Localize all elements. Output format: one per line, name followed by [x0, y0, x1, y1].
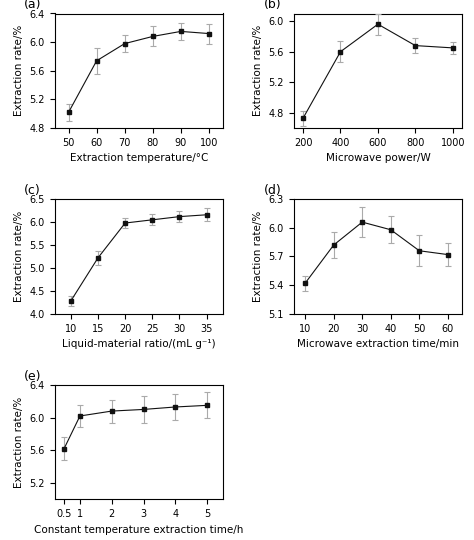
Y-axis label: Extraction rate/%: Extraction rate/% [14, 211, 24, 302]
Y-axis label: Extraction rate/%: Extraction rate/% [14, 396, 24, 488]
Y-axis label: Extraction rate/%: Extraction rate/% [253, 211, 263, 302]
X-axis label: Constant temperature extraction time/h: Constant temperature extraction time/h [34, 525, 244, 535]
Text: (b): (b) [264, 0, 281, 11]
Text: (c): (c) [24, 184, 41, 197]
Y-axis label: Extraction rate/%: Extraction rate/% [253, 25, 263, 117]
X-axis label: Microwave extraction time/min: Microwave extraction time/min [297, 339, 459, 349]
X-axis label: Liquid-material ratio/(mL g⁻¹): Liquid-material ratio/(mL g⁻¹) [62, 339, 216, 349]
Text: (e): (e) [24, 369, 42, 382]
Text: (d): (d) [264, 184, 281, 197]
Text: (a): (a) [24, 0, 42, 11]
Y-axis label: Extraction rate/%: Extraction rate/% [14, 25, 24, 117]
X-axis label: Extraction temperature/°C: Extraction temperature/°C [70, 153, 208, 164]
X-axis label: Microwave power/W: Microwave power/W [326, 153, 430, 164]
